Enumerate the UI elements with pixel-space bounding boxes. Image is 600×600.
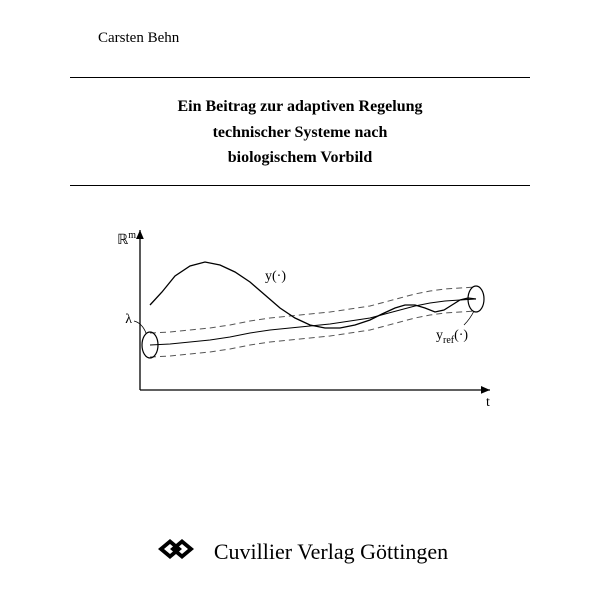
- publisher-text: Cuvillier Verlag Göttingen: [214, 539, 448, 565]
- svg-text:t: t: [486, 395, 490, 410]
- author-name: Carsten Behn: [98, 30, 530, 47]
- title-line-1: Ein Beitrag zur adaptiven Regelung: [70, 94, 530, 120]
- svg-text:λ: λ: [125, 312, 132, 327]
- publisher-line: Cuvillier Verlag Göttingen: [0, 532, 600, 572]
- page-root: Carsten Behn Ein Beitrag zur adaptiven R…: [0, 0, 600, 600]
- title-line-3: biologischem Vorbild: [70, 145, 530, 171]
- title-block: Ein Beitrag zur adaptiven Regelung techn…: [70, 78, 530, 185]
- tracking-chart: ℝmtλy(·)yref(·): [100, 210, 500, 430]
- svg-text:y(·): y(·): [265, 269, 286, 284]
- divider-bottom: [70, 185, 530, 186]
- publisher-logo-icon: [152, 532, 200, 572]
- chart-container: ℝmtλy(·)yref(·): [70, 210, 530, 430]
- title-line-2: technischer Systeme nach: [70, 120, 530, 146]
